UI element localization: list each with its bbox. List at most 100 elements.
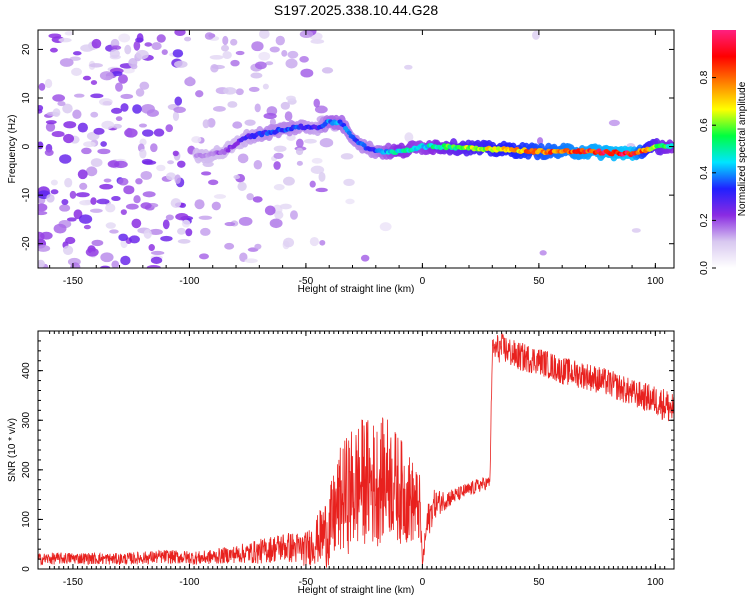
spectrogram-noise-blob — [271, 219, 280, 226]
spectrogram-noise-blob — [107, 160, 120, 168]
spectrogram-noise-blob — [78, 214, 93, 224]
spectrogram-noise-blob — [165, 172, 176, 181]
spectrogram-x-tick-label: 50 — [533, 276, 545, 287]
spectrogram-noise-blob — [59, 154, 72, 164]
spectrogram-noise-blob — [146, 265, 161, 268]
spectrogram-noise-blob — [340, 153, 354, 160]
spectrogram-noise-blob — [309, 236, 319, 247]
spectrogram-noise-blob — [44, 149, 54, 156]
spectrogram-noise-blob — [181, 219, 191, 228]
spectrogram-noise-blob — [286, 95, 296, 102]
spectrogram-noise-blob — [536, 137, 544, 145]
spectrogram-noise-blob — [58, 37, 72, 43]
spectrogram-noise-blob — [200, 227, 211, 236]
spectrogram-noise-blob — [252, 196, 263, 203]
spectrogram-noise-blob — [81, 147, 92, 155]
spectrogram-noise-blob — [321, 67, 334, 74]
spectrogram-noise-blob — [186, 76, 194, 87]
spectrogram-noise-blob — [230, 59, 240, 67]
spectrogram-noise-blob — [115, 82, 123, 92]
snr-y-tick-label: 400 — [21, 362, 32, 379]
colorbar-tick-label: 0.2 — [699, 213, 710, 227]
snr-series — [38, 333, 674, 568]
spectrogram-x-tick-label: 100 — [647, 276, 664, 287]
spectrogram-noise-blob — [52, 108, 61, 117]
spectrogram-noise-blob — [72, 109, 82, 120]
spectrogram-noise-blob — [79, 200, 93, 206]
colorbar-tick-label: 0.6 — [699, 118, 710, 132]
spectrogram-noise-blob — [117, 74, 128, 84]
spectrogram-noise-blob — [174, 174, 181, 185]
spectrogram-y-tick-label: -20 — [21, 236, 32, 251]
spectrogram-noise-blob — [253, 159, 263, 170]
snr-panel: -150 -100 -50 0 50 100 0 100 200 300 400 Height of… — [7, 330, 675, 596]
spectrogram-noise-blob — [223, 87, 237, 95]
spectrogram-noise-blob — [64, 177, 73, 188]
spectrogram-noise-blob — [112, 123, 122, 129]
spectrogram-noise-blob — [139, 81, 150, 90]
spectrogram-noise-blob — [50, 179, 58, 186]
spectrogram-noise-blob — [125, 127, 133, 138]
spectrogram-noise-blob — [135, 49, 149, 60]
spectrogram-noise-blob — [99, 183, 114, 190]
spectrogram-noise-blob — [314, 105, 328, 114]
spectrogram-noise-blob — [262, 83, 269, 90]
spectrogram-noise-blob — [213, 194, 227, 199]
spectrogram-x-label: Height of straight line (km) — [298, 284, 415, 295]
spectrogram-noise-blob — [89, 63, 103, 68]
spectrogram-noise-blob — [199, 253, 209, 260]
spectrogram-noise-blob — [38, 245, 51, 252]
spectrogram-noise-blob — [139, 148, 147, 159]
spectrogram-noise-blob — [148, 244, 155, 252]
spectrogram-noise-blob — [72, 51, 82, 56]
spectrogram-y-tick-label: 10 — [21, 92, 32, 104]
spectrogram-noise-blob — [156, 34, 166, 43]
spectrogram-noise-blob — [212, 106, 226, 112]
spectrogram-noise-blob — [200, 171, 212, 176]
spectrogram-noise-blob — [115, 116, 123, 122]
spectrogram-noise-blob — [75, 192, 90, 198]
spectrogram-noise-blob — [120, 103, 129, 112]
spectrogram-noise-blob — [319, 137, 334, 148]
colorbar-tick-label: 0.8 — [699, 70, 710, 84]
spectrogram-noise-blob — [100, 265, 111, 268]
snr-y-tick-label: 300 — [21, 411, 32, 428]
spectrogram-noise-blob — [237, 181, 247, 191]
spectrogram-noise-blob — [273, 161, 281, 170]
spectrogram-noise-blob — [195, 90, 204, 98]
spectrogram-noise-blob — [160, 235, 173, 242]
spectrogram-noise-blob — [230, 38, 238, 46]
spectrogram-noise-blob — [100, 252, 114, 263]
spectrogram-x-tick-label: -100 — [179, 276, 199, 287]
spectrogram-noise-blob — [174, 96, 183, 106]
spectrogram-noise-blob — [111, 71, 123, 77]
spectrogram-noise-blob — [125, 203, 139, 210]
spectrogram-noise-blob — [173, 106, 186, 113]
spectrogram-noise-blob — [285, 58, 298, 69]
spectrogram-noise-blob — [69, 190, 77, 199]
spectrogram-noise-blob — [281, 49, 288, 57]
spectrogram-noise-blob — [289, 210, 298, 220]
spectrogram-noise-blob — [315, 187, 328, 193]
spectrogram-noise-blob — [44, 78, 53, 89]
spectrogram-noise-blob — [608, 119, 620, 127]
spectrogram-noise-blob — [46, 193, 55, 203]
spectrogram-noise-blob — [90, 93, 104, 99]
spectrogram-noise-blob — [404, 64, 413, 70]
spectrogram-noise-blob — [283, 176, 295, 186]
spectrogram-noise-blob — [310, 39, 325, 44]
spectrogram-noise-blob — [133, 195, 141, 204]
spectrogram-noise-blob — [146, 109, 159, 117]
spectrogram-noise-blob — [150, 250, 165, 256]
spectrogram-noise-blob — [53, 223, 67, 234]
spectrogram-noise-blob — [273, 184, 285, 191]
spectrogram-noise-blob — [45, 120, 57, 125]
spectrogram-noise-blob — [61, 199, 69, 205]
spectrogram-noise-blob — [111, 196, 121, 202]
spectrogram-noise-blob — [38, 203, 48, 212]
spectrogram-noise-blob — [235, 88, 244, 96]
spectrogram-noise-blob — [172, 49, 184, 58]
spectrogram-y-tick-label: -10 — [21, 187, 32, 202]
spectrogram-noise-blob — [135, 88, 145, 97]
